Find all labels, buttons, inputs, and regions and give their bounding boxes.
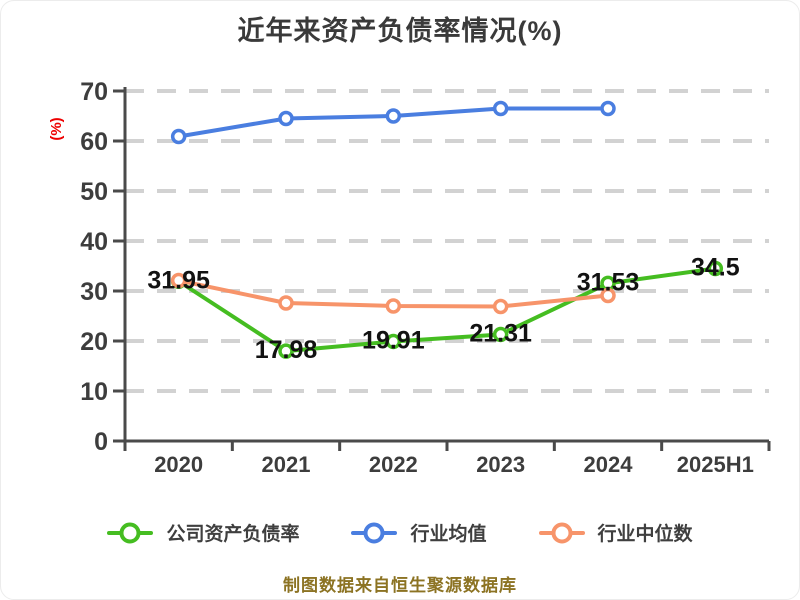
- x-tick-label: 2024: [584, 452, 634, 477]
- y-tick-label: 70: [80, 78, 108, 106]
- company-marker: [707, 260, 724, 277]
- y-tick-label: 0: [94, 428, 108, 456]
- industry-median-marker: [600, 287, 616, 304]
- value-label: 21.31: [469, 319, 532, 347]
- x-tick-label: 2025H1: [677, 452, 754, 477]
- value-label: 34.5: [691, 254, 740, 282]
- industry-median-series-marker-icon: [538, 522, 585, 544]
- legend-label-company: 公司资产负债率: [166, 524, 300, 545]
- legend-label-industry-median: 行业中位数: [597, 524, 693, 545]
- value-label: 31.95: [147, 266, 210, 294]
- value-label: 17.98: [255, 336, 318, 364]
- chart-title: 近年来资产负债率情况(%): [237, 16, 563, 46]
- legend-item-company: 公司资产负债率: [107, 519, 299, 546]
- company-marker: [278, 343, 294, 359]
- value-label: 31.53: [577, 268, 640, 296]
- chart-legend: 公司资产负债率 行业均值 行业中位数: [1, 519, 799, 546]
- x-tick-label: 2023: [476, 452, 525, 477]
- industry-avg-marker: [385, 108, 402, 124]
- industry-median-marker: [492, 298, 509, 315]
- x-tick-label: 2022: [369, 452, 418, 477]
- x-tick-label: 2021: [262, 452, 311, 477]
- value-label: 19.91: [362, 326, 425, 354]
- y-tick-label: 10: [80, 378, 108, 406]
- industry-median-marker: [278, 295, 294, 311]
- industry-avg-marker: [278, 110, 294, 127]
- company-series-marker-icon: [107, 522, 154, 544]
- company-line: [177, 266, 716, 354]
- y-tick-label: 40: [80, 228, 108, 256]
- company-marker: [385, 333, 402, 350]
- legend-label-industry-avg: 行业均值: [410, 524, 487, 545]
- industry-avg-series-marker-icon: [351, 522, 398, 544]
- industry-avg-marker: [492, 100, 509, 117]
- x-tick-label: 2020: [154, 452, 203, 477]
- data-source-note: 制图数据来自恒生聚源数据库: [283, 576, 517, 595]
- legend-item-industry-median: 行业中位数: [538, 519, 693, 546]
- y-tick-label: 30: [80, 278, 108, 306]
- industry-median-marker: [385, 298, 402, 314]
- industry-avg-marker: [170, 128, 187, 145]
- industry-avg-marker: [600, 100, 616, 117]
- y-axis-unit-label: (%): [48, 117, 65, 140]
- y-tick-label: 20: [80, 328, 108, 356]
- y-tick-label: 50: [80, 178, 108, 206]
- company-marker: [492, 326, 509, 343]
- y-tick-label: 60: [80, 128, 108, 156]
- industry-median-marker: [170, 272, 187, 289]
- legend-item-industry-avg: 行业均值: [351, 519, 487, 546]
